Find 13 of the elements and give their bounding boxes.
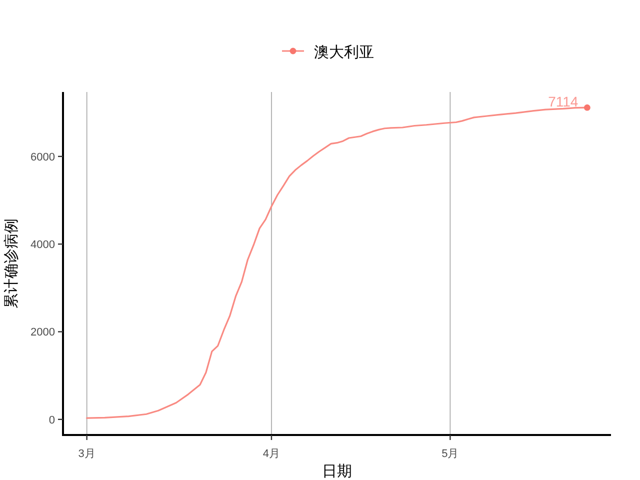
x-axis-title: 日期 xyxy=(322,463,352,480)
data-label: 7114 xyxy=(548,94,578,110)
plot: 7114 xyxy=(86,94,590,419)
legend: 澳大利亚 xyxy=(282,44,374,61)
y-tick-label: 2000 xyxy=(30,326,55,339)
y-tick-label: 4000 xyxy=(30,239,55,252)
x-tick-label: 4月 xyxy=(262,448,280,460)
x-tick-label: 3月 xyxy=(78,448,96,460)
y-tick-label: 0 xyxy=(48,414,55,426)
legend-label: 澳大利亚 xyxy=(314,44,374,61)
y-tick-label: 6000 xyxy=(30,151,55,164)
y-axis-title: 累计确诊病例 xyxy=(3,218,20,308)
x-tick-label: 5月 xyxy=(442,448,459,460)
